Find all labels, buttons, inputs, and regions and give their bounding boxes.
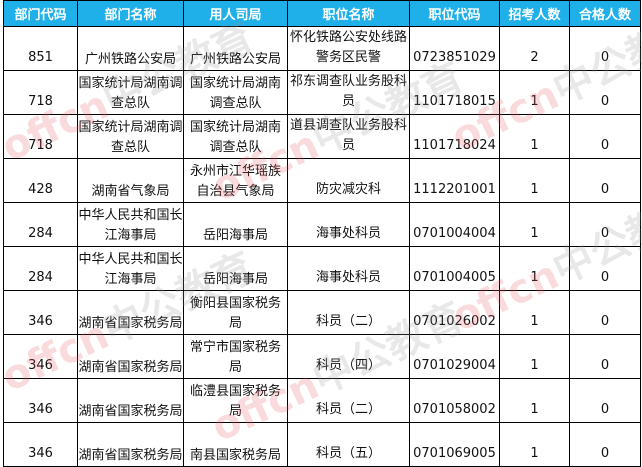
cell-dept-name: 湖南省国家税务局: [77, 334, 184, 379]
table-row: 284 中华人民共和国长江海事局 岳阳海事局 海事处科员 0701004005 1 0: [3, 246, 641, 291]
cell-qualified-count: 0: [569, 290, 641, 335]
cell-dept-name: 广州铁路公安局: [77, 26, 184, 71]
cell-dept-code: 284: [3, 246, 78, 291]
cell-dept-name: 湖南省国家税务局: [77, 378, 184, 423]
table-row: 346 湖南省国家税务局 衡阳县国家税务局 科员（二） 0701026002 1 0: [3, 290, 641, 335]
cell-position-name: 海事处科员: [287, 246, 410, 291]
cell-qualified-count: 0: [569, 422, 641, 467]
cell-dept-code: 718: [3, 70, 78, 115]
cell-recruit-count: 1: [499, 246, 570, 291]
cell-qualified-count: 0: [569, 70, 641, 115]
cell-bureau: 岳阳海事局: [183, 246, 288, 291]
cell-qualified-count: 0: [569, 334, 641, 379]
table-row: 346 湖南省国家税务局 常宁市国家税务局 科员（四） 0701029004 1 0: [3, 334, 641, 379]
cell-dept-code: 428: [3, 158, 78, 203]
cell-dept-name: 国家统计局湖南调查总队: [77, 70, 184, 115]
cell-dept-code: 346: [3, 378, 78, 423]
cell-qualified-count: 0: [569, 158, 641, 203]
cell-position-name: 科员（四）: [287, 334, 410, 379]
cell-recruit-count: 2: [499, 26, 570, 71]
cell-bureau: 衡阳县国家税务局: [183, 290, 288, 335]
cell-bureau: 临澧县国家税务局: [183, 378, 288, 423]
cell-position-name: 科员（五）: [287, 422, 410, 467]
column-header-bureau: 用人司局: [183, 0, 288, 27]
cell-qualified-count: 0: [569, 246, 641, 291]
cell-recruit-count: 1: [499, 70, 570, 115]
cell-position-code: 0701069005: [409, 422, 500, 467]
cell-position-code: 0701004004: [409, 202, 500, 247]
cell-dept-code: 346: [3, 290, 78, 335]
cell-bureau: 永州市江华瑶族自治县气象局: [183, 158, 288, 203]
cell-dept-code: 718: [3, 114, 78, 159]
cell-position-code: 0701004005: [409, 246, 500, 291]
column-header-dept-name: 部门名称: [77, 0, 184, 27]
cell-dept-name: 国家统计局湖南调查总队: [77, 114, 184, 159]
cell-dept-code: 346: [3, 422, 78, 467]
column-header-position-code: 职位代码: [409, 0, 500, 27]
data-table: 部门代码 部门名称 用人司局 职位名称 职位代码 招考人数 合格人数 851 广州铁路公安局广…: [3, 0, 641, 467]
column-header-qualified-count: 合格人数: [569, 0, 641, 27]
table-row: 851 广州铁路公安局 广州铁路公安局 怀化铁路公安处线路警务区民警 072385102…: [3, 26, 641, 71]
cell-position-name: 海事处科员: [287, 202, 410, 247]
cell-recruit-count: 1: [499, 202, 570, 247]
header-row: 部门代码 部门名称 用人司局 职位名称 职位代码 招考人数 合格人数: [3, 0, 641, 27]
cell-recruit-count: 1: [499, 422, 570, 467]
cell-dept-name: 中华人民共和国长江海事局: [77, 246, 184, 291]
cell-dept-name: 湖南省国家税务局: [77, 290, 184, 335]
table-row: 346 湖南省国家税务局 临澧县国家税务局 科员（二） 0701058002 1 0: [3, 378, 641, 423]
cell-position-code: 0701029004: [409, 334, 500, 379]
column-header-position-name: 职位名称: [287, 0, 410, 27]
cell-qualified-count: 0: [569, 26, 641, 71]
cell-dept-name: 湖南省气象局: [77, 158, 184, 203]
cell-bureau: 岳阳海事局: [183, 202, 288, 247]
cell-bureau: 国家统计局湖南调查总队: [183, 70, 288, 115]
cell-position-name: 科员（二）: [287, 290, 410, 335]
cell-recruit-count: 1: [499, 114, 570, 159]
column-header-dept-code: 部门代码: [3, 0, 78, 27]
cell-recruit-count: 1: [499, 334, 570, 379]
table-row: 428 湖南省气象局 永州市江华瑶族自治县气象局 防灾减灾科 1112201001 1 0: [3, 158, 641, 203]
table-row: 718 国家统计局湖南调查总队 国家统计局湖南调查总队 道县调查队业务股科员 11017…: [3, 114, 641, 159]
cell-dept-code: 346: [3, 334, 78, 379]
cell-qualified-count: 0: [569, 378, 641, 423]
cell-position-code: 1112201001: [409, 158, 500, 203]
table-row: 346 湖南省国家税务局 南县国家税务局 科员（五） 0701069005 1 0: [3, 422, 641, 467]
cell-position-code: 1101718024: [409, 114, 500, 159]
cell-qualified-count: 0: [569, 202, 641, 247]
cell-position-code: 0723851029: [409, 26, 500, 71]
cell-bureau: 南县国家税务局: [183, 422, 288, 467]
cell-bureau: 广州铁路公安局: [183, 26, 288, 71]
cell-dept-name: 湖南省国家税务局: [77, 422, 184, 467]
cell-position-name: 怀化铁路公安处线路警务区民警: [287, 26, 410, 71]
cell-position-name: 道县调查队业务股科员: [287, 114, 410, 159]
table-row: 718 国家统计局湖南调查总队 国家统计局湖南调查总队 祁东调查队业务股科员 11017…: [3, 70, 641, 115]
cell-position-name: 科员（二）: [287, 378, 410, 423]
cell-position-name: 防灾减灾科: [287, 158, 410, 203]
cell-position-code: 0701058002: [409, 378, 500, 423]
cell-recruit-count: 1: [499, 290, 570, 335]
cell-recruit-count: 1: [499, 158, 570, 203]
cell-position-code: 0701026002: [409, 290, 500, 335]
cell-dept-code: 851: [3, 26, 78, 71]
cell-dept-code: 284: [3, 202, 78, 247]
cell-qualified-count: 0: [569, 114, 641, 159]
table-row: 284 中华人民共和国长江海事局 岳阳海事局 海事处科员 0701004004 1 0: [3, 202, 641, 247]
cell-bureau: 国家统计局湖南调查总队: [183, 114, 288, 159]
cell-dept-name: 中华人民共和国长江海事局: [77, 202, 184, 247]
cell-position-code: 1101718015: [409, 70, 500, 115]
cell-recruit-count: 1: [499, 378, 570, 423]
cell-position-name: 祁东调查队业务股科员: [287, 70, 410, 115]
column-header-recruit-count: 招考人数: [499, 0, 570, 27]
cell-bureau: 常宁市国家税务局: [183, 334, 288, 379]
